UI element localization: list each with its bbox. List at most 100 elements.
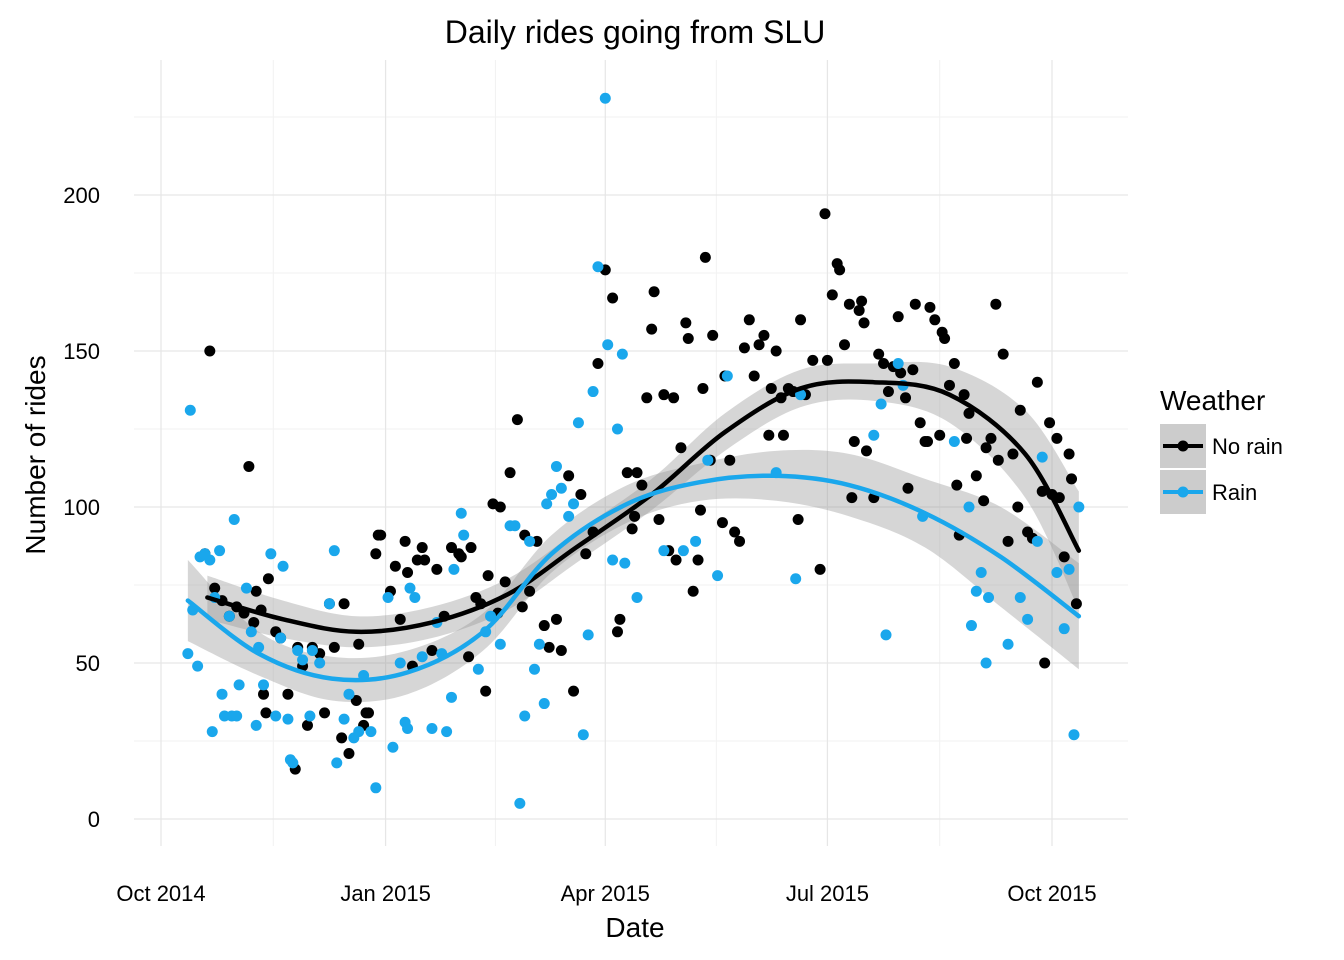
- legend-label-no-rain: No rain: [1212, 434, 1283, 459]
- point-no-rain: [699, 251, 711, 263]
- point-rain: [611, 423, 623, 435]
- point-no-rain: [939, 333, 951, 345]
- y-tick-label: 200: [63, 183, 100, 208]
- point-no-rain: [978, 495, 990, 507]
- x-axis-ticks: Oct 2014 Jan 2015 Apr 2015 Jul 2015 Oct 2015: [116, 881, 1096, 906]
- point-rain: [1058, 623, 1070, 635]
- legend-point-no-rain: [1177, 440, 1189, 452]
- x-tick-label: Jul 2015: [786, 881, 869, 906]
- point-no-rain: [1002, 535, 1014, 547]
- point-no-rain: [909, 298, 921, 310]
- point-rain: [277, 560, 289, 572]
- point-no-rain: [375, 529, 387, 541]
- point-rain: [314, 657, 326, 669]
- point-no-rain: [826, 289, 838, 301]
- data-points: [182, 92, 1085, 809]
- point-no-rain: [350, 694, 362, 706]
- point-rain: [287, 757, 299, 769]
- point-no-rain: [814, 563, 826, 575]
- point-no-rain: [934, 429, 946, 441]
- point-no-rain: [614, 613, 626, 625]
- point-no-rain: [914, 417, 926, 429]
- point-no-rain: [282, 688, 294, 700]
- point-no-rain: [682, 333, 694, 345]
- point-rain: [563, 510, 575, 522]
- point-no-rain: [1070, 598, 1082, 610]
- point-rain: [1068, 729, 1080, 741]
- point-rain: [306, 645, 318, 657]
- point-no-rain: [763, 429, 775, 441]
- point-rain: [875, 398, 887, 410]
- point-no-rain: [250, 585, 262, 597]
- point-no-rain: [743, 314, 755, 326]
- x-axis-title: Date: [605, 912, 664, 943]
- confidence-band-no-rain: [207, 361, 1079, 648]
- point-no-rain: [848, 435, 860, 447]
- point-no-rain: [511, 414, 523, 426]
- point-rain: [402, 723, 414, 735]
- point-rain: [304, 710, 316, 722]
- point-no-rain: [839, 339, 851, 351]
- point-no-rain: [675, 442, 687, 454]
- point-rain: [577, 729, 589, 741]
- point-rain: [292, 645, 304, 657]
- point-no-rain: [370, 548, 382, 560]
- point-rain: [790, 573, 802, 585]
- point-no-rain: [568, 685, 580, 697]
- point-no-rain: [629, 510, 641, 522]
- point-rain: [965, 620, 977, 632]
- point-no-rain: [463, 651, 475, 663]
- point-rain: [980, 657, 992, 669]
- point-rain: [275, 632, 287, 644]
- point-rain: [582, 629, 594, 641]
- point-no-rain: [499, 576, 511, 588]
- point-rain: [541, 498, 553, 510]
- y-tick-label: 0: [88, 807, 100, 832]
- point-no-rain: [648, 286, 660, 298]
- point-no-rain: [592, 357, 604, 369]
- point-no-rain: [792, 513, 804, 525]
- x-tick-label: Jan 2015: [340, 881, 431, 906]
- point-rain: [587, 386, 599, 398]
- point-no-rain: [834, 264, 846, 276]
- point-rain: [445, 691, 457, 703]
- point-no-rain: [1039, 657, 1051, 669]
- point-rain: [382, 591, 394, 603]
- point-no-rain: [692, 554, 704, 566]
- point-no-rain: [394, 613, 406, 625]
- point-no-rain: [445, 542, 457, 554]
- point-no-rain: [204, 345, 216, 357]
- point-rain: [223, 610, 235, 622]
- point-rain: [192, 660, 204, 672]
- point-no-rain: [1066, 473, 1078, 485]
- chart-title: Daily rides going from SLU: [445, 14, 826, 50]
- point-no-rain: [426, 645, 438, 657]
- point-no-rain: [943, 379, 955, 391]
- point-no-rain: [724, 454, 736, 466]
- point-rain: [880, 629, 892, 641]
- point-rain: [795, 389, 807, 401]
- point-no-rain: [494, 501, 506, 513]
- point-no-rain: [362, 707, 374, 719]
- point-rain: [206, 726, 218, 738]
- point-no-rain: [641, 392, 653, 404]
- point-rain: [712, 570, 724, 582]
- point-rain: [690, 535, 702, 547]
- x-tick-label: Apr 2015: [561, 881, 650, 906]
- point-no-rain: [753, 339, 765, 351]
- point-rain: [509, 520, 521, 532]
- point-no-rain: [821, 354, 833, 366]
- point-rain: [1002, 638, 1014, 650]
- point-rain: [404, 582, 416, 594]
- point-rain: [1073, 501, 1085, 513]
- point-rain: [365, 726, 377, 738]
- point-no-rain: [846, 492, 858, 504]
- point-rain: [455, 507, 467, 519]
- point-no-rain: [653, 513, 665, 525]
- point-rain: [258, 679, 270, 691]
- point-rain: [892, 357, 904, 369]
- point-no-rain: [455, 551, 467, 563]
- x-tick-label: Oct 2014: [116, 881, 205, 906]
- point-rain: [331, 757, 343, 769]
- point-rain: [353, 726, 365, 738]
